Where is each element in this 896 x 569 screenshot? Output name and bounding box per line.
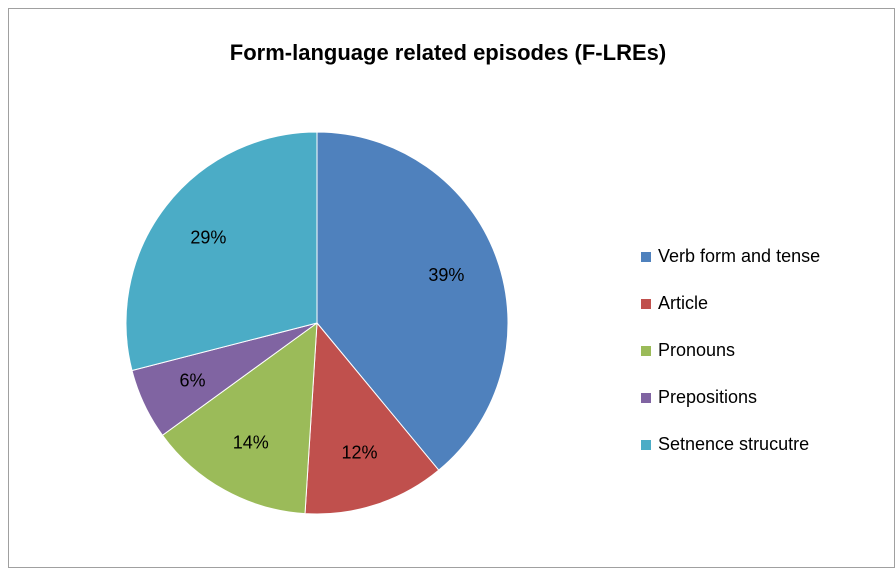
legend-label: Verb form and tense	[658, 246, 820, 266]
data-label: 29%	[190, 227, 226, 247]
legend-swatch	[641, 346, 651, 356]
legend-label: Setnence strucutre	[658, 434, 809, 454]
legend-swatch	[641, 252, 651, 262]
data-label: 6%	[180, 370, 206, 390]
legend-swatch	[641, 299, 651, 309]
pie-slice	[304, 321, 440, 515]
data-label: 14%	[233, 432, 269, 452]
legend-label: Prepositions	[658, 387, 757, 407]
legend-label: Article	[658, 293, 708, 313]
legend-swatch	[641, 393, 651, 403]
legend-label: Pronouns	[658, 340, 735, 360]
pie-slice	[161, 321, 318, 515]
pie-slice	[316, 131, 509, 471]
pie-slice	[125, 131, 318, 372]
data-label: 39%	[428, 265, 464, 285]
data-label: 12%	[341, 443, 377, 463]
chart-title: Form-language related episodes (F-LREs)	[230, 40, 666, 65]
legend-swatch	[641, 440, 651, 450]
